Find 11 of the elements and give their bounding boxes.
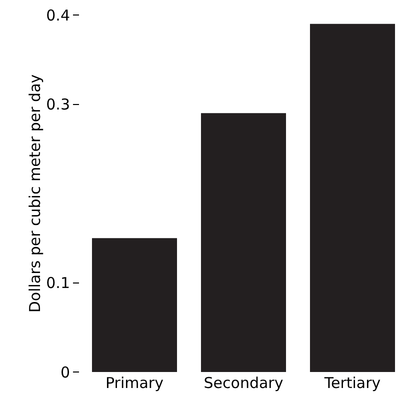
bar: [310, 24, 396, 372]
bar: [200, 113, 286, 372]
x-tick-label: Primary: [106, 374, 164, 392]
y-tick-label: 0: [60, 363, 70, 382]
y-tick-label: 0.1: [46, 274, 70, 292]
x-tick-label: Tertiary: [323, 374, 381, 392]
y-tick-label: 0.3: [46, 96, 70, 114]
y-axis-title: Dollars per cubic meter per day: [26, 74, 44, 313]
bar: [92, 238, 178, 372]
y-tick-label: 0.4: [46, 6, 70, 24]
x-tick-label: Secondary: [204, 374, 284, 392]
